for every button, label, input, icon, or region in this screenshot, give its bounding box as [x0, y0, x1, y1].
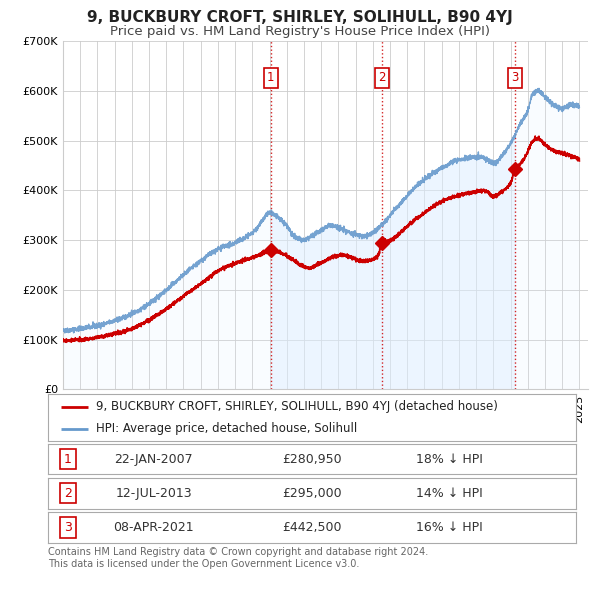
- Text: £295,000: £295,000: [282, 487, 342, 500]
- Text: 18% ↓ HPI: 18% ↓ HPI: [416, 453, 483, 466]
- Text: 2: 2: [64, 487, 72, 500]
- Text: 1: 1: [64, 453, 72, 466]
- Text: 9, BUCKBURY CROFT, SHIRLEY, SOLIHULL, B90 4YJ (detached house): 9, BUCKBURY CROFT, SHIRLEY, SOLIHULL, B9…: [95, 401, 497, 414]
- Text: £442,500: £442,500: [282, 521, 342, 534]
- Text: 1: 1: [267, 71, 274, 84]
- Text: 3: 3: [512, 71, 519, 84]
- Text: £280,950: £280,950: [282, 453, 342, 466]
- Text: Price paid vs. HM Land Registry's House Price Index (HPI): Price paid vs. HM Land Registry's House …: [110, 25, 490, 38]
- Text: HPI: Average price, detached house, Solihull: HPI: Average price, detached house, Soli…: [95, 422, 357, 435]
- Text: 12-JUL-2013: 12-JUL-2013: [115, 487, 192, 500]
- Text: Contains HM Land Registry data © Crown copyright and database right 2024.
This d: Contains HM Land Registry data © Crown c…: [48, 547, 428, 569]
- Text: 08-APR-2021: 08-APR-2021: [113, 521, 194, 534]
- Text: 22-JAN-2007: 22-JAN-2007: [114, 453, 193, 466]
- Text: 3: 3: [64, 521, 72, 534]
- Text: 9, BUCKBURY CROFT, SHIRLEY, SOLIHULL, B90 4YJ: 9, BUCKBURY CROFT, SHIRLEY, SOLIHULL, B9…: [87, 10, 513, 25]
- Text: 16% ↓ HPI: 16% ↓ HPI: [416, 521, 482, 534]
- Text: 14% ↓ HPI: 14% ↓ HPI: [416, 487, 482, 500]
- Text: 2: 2: [378, 71, 386, 84]
